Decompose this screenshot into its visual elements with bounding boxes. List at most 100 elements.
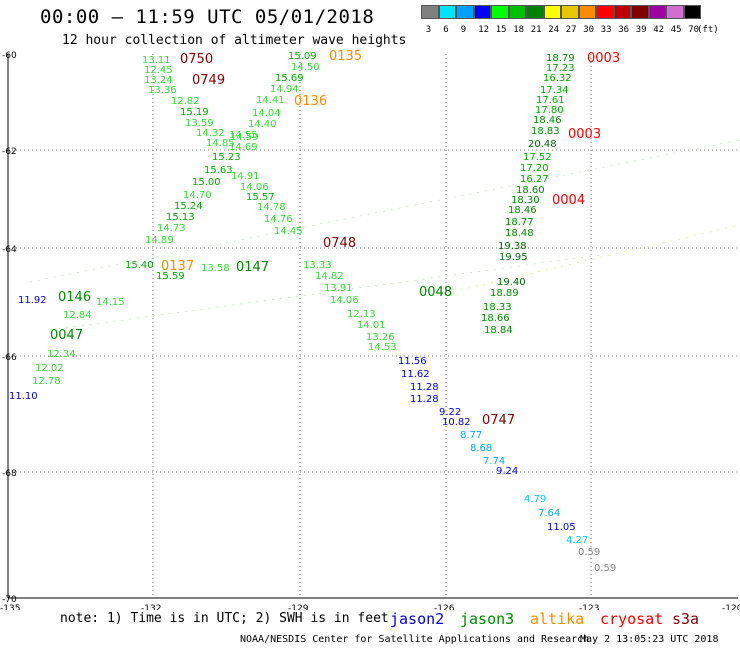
wave-height-label: 14.73 [157, 223, 186, 234]
map-title: 00:00 — 11:59 UTC 05/01/2018 [40, 6, 375, 28]
legend-swatch [561, 5, 579, 19]
wave-height-label: 15.69 [275, 73, 304, 84]
wave-height-label: 0137 [161, 259, 194, 274]
wave-height-label: 0048 [419, 285, 452, 300]
wave-height-label: 14.70 [183, 190, 212, 201]
wave-height-label: 18.84 [484, 325, 513, 336]
legend-swatch [683, 5, 701, 19]
wave-height-label: 18.48 [505, 228, 534, 239]
legend-swatch [456, 5, 474, 19]
wave-height-label: 14.41 [256, 95, 285, 106]
wave-height-label: 15.40 [125, 260, 154, 271]
wave-height-label: 13.58 [201, 263, 230, 274]
wave-height-label: 0135 [329, 49, 362, 64]
legend-label: 18 [513, 25, 525, 35]
wave-height-label: 18.89 [490, 288, 519, 299]
wave-height-label: 0004 [552, 193, 585, 208]
map-subtitle: 12 hour collection of altimeter wave hei… [62, 33, 407, 48]
wave-height-label: 14.59 [230, 132, 259, 143]
lat-label: -60 [2, 51, 17, 61]
legend-label: 24 [548, 25, 560, 35]
wave-height-label: 11.05 [547, 522, 576, 533]
lat-label: -70 [2, 595, 17, 605]
wave-height-label: 14.01 [357, 320, 386, 331]
legend-label: 30 [583, 25, 595, 35]
legend-label: 36 [618, 25, 630, 35]
wave-height-label: 15.09 [288, 51, 317, 62]
wave-height-label: 18.46 [508, 205, 537, 216]
wave-height-label: 14.69 [229, 142, 258, 153]
wave-height-label: 0749 [192, 73, 225, 88]
legend-label: 9 [460, 25, 467, 35]
wave-height-label: 15.19 [180, 107, 209, 118]
wave-height-label: 13.59 [185, 118, 214, 129]
wave-height-label: 14.94 [270, 84, 299, 95]
wave-height-label: 18.30 [511, 195, 540, 206]
wave-height-label: 11.28 [410, 394, 439, 405]
lat-label: -66 [2, 353, 17, 363]
wave-height-label: 15.63 [204, 165, 233, 176]
wave-height-label: 0047 [50, 328, 83, 343]
wave-height-label: 11.92 [18, 295, 47, 306]
legend-unit: (ft) [697, 25, 719, 35]
wave-height-label: 12.84 [63, 310, 92, 321]
wave-height-label: 8.77 [460, 430, 482, 441]
wave-height-label: 0146 [58, 290, 91, 305]
wave-height-label: 7.64 [538, 508, 560, 519]
wave-height-label: 13.24 [144, 75, 173, 86]
legend-label: 3 [425, 25, 432, 35]
satellite-s3a: s3a [672, 610, 700, 628]
wave-height-label: 13.36 [148, 85, 177, 96]
lat-label: -62 [2, 147, 17, 157]
wave-height-label: 15.00 [192, 177, 221, 188]
lon-label: -126 [434, 604, 455, 610]
legend-label: 33 [600, 25, 612, 35]
legend-label: 6 [443, 25, 449, 35]
wave-height-label: 15.57 [246, 192, 275, 203]
wave-height-label: 15.24 [174, 201, 203, 212]
satellite-jason3: jason3 [460, 610, 515, 628]
wave-height-label: 13.26 [366, 332, 395, 343]
satellite-track-line [29, 139, 740, 283]
wave-height-label: 18.79 [546, 53, 575, 64]
wave-height-label: 14.55 [229, 130, 258, 141]
satellite-jason2: jason2 [390, 610, 445, 628]
wave-height-label: 8.68 [470, 443, 492, 454]
wave-height-label: 4.79 [524, 494, 546, 505]
legend-swatch [578, 5, 596, 19]
wave-height-label: 14.89 [145, 235, 174, 246]
wave-height-label: 14.53 [368, 342, 397, 353]
wave-height-label: 14.91 [231, 171, 260, 182]
lon-label: -123 [579, 604, 599, 610]
wave-height-label: 0003 [568, 127, 601, 142]
wave-height-label: 14.06 [240, 182, 269, 193]
lon-label: -135 [0, 604, 20, 610]
wave-height-label: 10.82 [442, 417, 471, 428]
satellite-altika: altika [530, 610, 585, 628]
credit-line: NOAA/NESDIS Center for Satellite Applica… [240, 634, 590, 645]
generated-timestamp: May 2 13:05:23 UTC 2018 [580, 634, 719, 645]
lon-label: -129 [288, 604, 309, 610]
wave-height-label: 12.45 [144, 65, 173, 76]
wave-height-label: 17.23 [546, 63, 575, 74]
wave-height-label: 19.40 [497, 277, 526, 288]
legend-swatch [543, 5, 561, 19]
legend-label: 15 [495, 25, 507, 35]
altimeter-map: -60 -62 -64 -66 -68 -70-135 -132 -129 -126 -123 -1… [0, 49, 740, 610]
legend-label: 70 [688, 25, 700, 35]
wave-height-label: 0136 [294, 94, 327, 109]
wave-height-label: 13.91 [324, 283, 353, 294]
legend-swatch [508, 5, 526, 19]
wave-height-label: 16.32 [543, 73, 572, 84]
lat-label: -68 [2, 469, 17, 479]
legend-swatch [473, 5, 491, 19]
wave-height-label: 0750 [180, 52, 213, 67]
wave-height-label: 18.77 [505, 217, 534, 228]
legend-swatch [438, 5, 456, 19]
wave-height-label: 20.48 [528, 139, 557, 150]
legend-swatch [666, 5, 684, 19]
wave-height-label: 0.59 [594, 563, 616, 574]
wave-height-label: 0.59 [578, 547, 600, 558]
wave-height-label: 0748 [323, 236, 356, 251]
wave-height-label: 14.32 [196, 128, 225, 139]
